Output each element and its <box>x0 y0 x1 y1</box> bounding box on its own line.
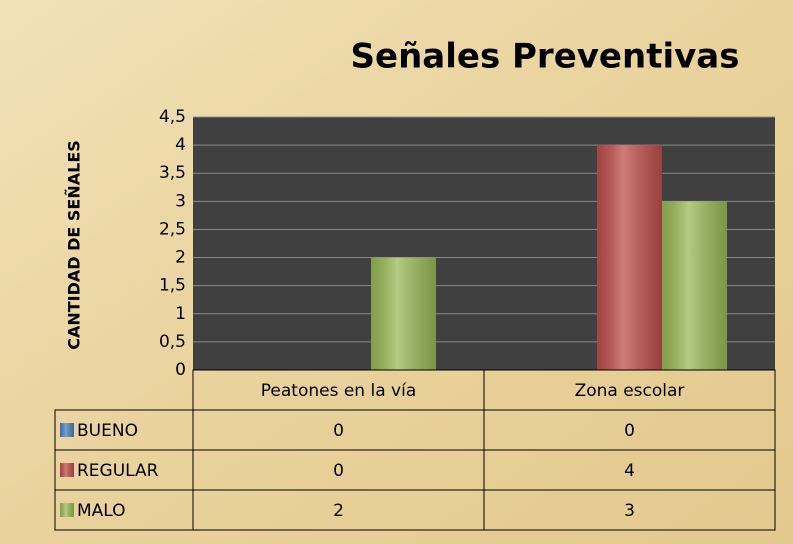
y-tick-label: 1 <box>175 304 186 324</box>
legend-label: BUENO <box>77 421 138 441</box>
legend-label: MALO <box>77 501 126 521</box>
table-value: 0 <box>333 461 344 481</box>
table-value: 2 <box>333 501 344 521</box>
table-border <box>54 409 776 531</box>
x-tick-label: Peatones en la vía <box>261 381 416 401</box>
bar-shade <box>662 201 727 370</box>
y-tick-label: 3,5 <box>159 163 186 183</box>
y-tick-label: 4 <box>175 135 186 155</box>
legend-key-shade <box>60 463 74 477</box>
y-tick-label: 3 <box>175 191 186 211</box>
legend-label: REGULAR <box>77 461 159 481</box>
x-tick-label: Zona escolar <box>575 381 685 401</box>
y-tick-label: 4,5 <box>159 107 186 127</box>
y-tick-label: 0,5 <box>159 332 186 352</box>
table-value: 4 <box>624 461 635 481</box>
chart-title: Señales Preventivas <box>351 37 740 77</box>
y-tick-label: 2,5 <box>159 219 186 239</box>
table-value: 0 <box>333 421 344 441</box>
legend-key-shade <box>60 423 74 437</box>
y-tick-label: 2 <box>175 248 186 268</box>
table-value: 3 <box>624 501 635 521</box>
bar-shade <box>371 257 436 370</box>
y-axis-label: CANTIDAD DE SEÑALES <box>65 140 84 350</box>
legend-key-shade <box>60 503 74 517</box>
table-value: 0 <box>624 421 635 441</box>
y-tick-label: 0 <box>175 360 186 380</box>
y-tick-label: 1,5 <box>159 276 186 296</box>
bar-shade <box>597 145 662 370</box>
